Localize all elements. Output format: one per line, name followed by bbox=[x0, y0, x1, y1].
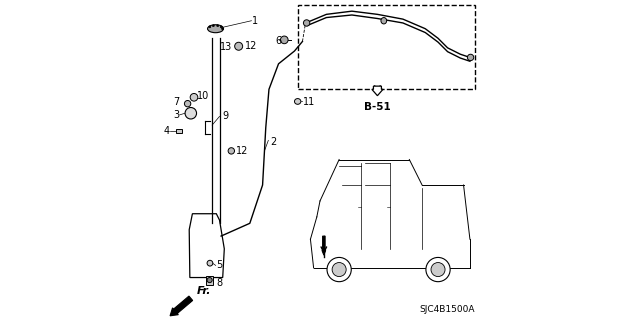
Circle shape bbox=[431, 263, 445, 277]
Text: 12: 12 bbox=[245, 41, 257, 51]
Text: 9: 9 bbox=[223, 111, 229, 122]
Text: 10: 10 bbox=[197, 91, 209, 101]
Circle shape bbox=[217, 25, 219, 26]
Ellipse shape bbox=[381, 18, 387, 24]
Text: 1: 1 bbox=[252, 16, 259, 26]
FancyArrow shape bbox=[322, 236, 326, 255]
Text: 6: 6 bbox=[276, 35, 282, 46]
Text: SJC4B1500A: SJC4B1500A bbox=[419, 305, 475, 314]
Circle shape bbox=[185, 108, 196, 119]
Text: 3: 3 bbox=[173, 110, 180, 120]
Circle shape bbox=[184, 100, 191, 107]
Ellipse shape bbox=[228, 148, 234, 154]
Circle shape bbox=[332, 263, 346, 277]
Circle shape bbox=[467, 54, 474, 61]
Text: 7: 7 bbox=[173, 97, 180, 107]
Circle shape bbox=[426, 257, 450, 282]
Circle shape bbox=[207, 278, 212, 283]
Text: 4: 4 bbox=[163, 126, 170, 136]
Text: Fr.: Fr. bbox=[197, 286, 212, 296]
Ellipse shape bbox=[207, 25, 223, 33]
Ellipse shape bbox=[207, 260, 213, 266]
Circle shape bbox=[280, 36, 288, 44]
Circle shape bbox=[327, 257, 351, 282]
FancyArrow shape bbox=[170, 296, 193, 316]
Text: 8: 8 bbox=[216, 278, 223, 288]
Bar bbox=[206, 276, 213, 285]
Circle shape bbox=[190, 93, 198, 101]
Text: B-51: B-51 bbox=[364, 102, 391, 112]
Bar bbox=[298, 5, 475, 89]
Circle shape bbox=[212, 25, 214, 26]
Text: 12: 12 bbox=[236, 146, 249, 156]
Ellipse shape bbox=[294, 99, 301, 104]
Bar bbox=[176, 129, 182, 133]
FancyArrow shape bbox=[372, 86, 383, 96]
Circle shape bbox=[221, 28, 223, 30]
Text: 11: 11 bbox=[303, 97, 316, 107]
Text: 13: 13 bbox=[220, 42, 232, 52]
Text: 2: 2 bbox=[271, 137, 277, 147]
Circle shape bbox=[303, 20, 310, 26]
Circle shape bbox=[209, 26, 211, 28]
Text: 5: 5 bbox=[216, 260, 223, 271]
Circle shape bbox=[220, 26, 222, 28]
Ellipse shape bbox=[235, 42, 243, 50]
